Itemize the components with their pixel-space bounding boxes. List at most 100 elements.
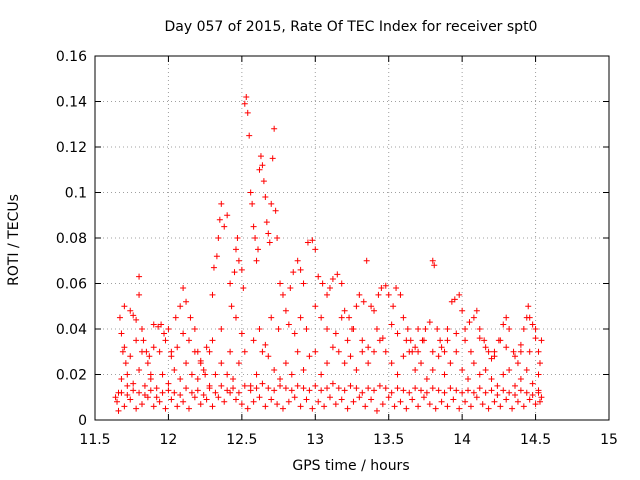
data-point [271, 125, 278, 132]
data-point [344, 405, 351, 412]
data-point [415, 403, 422, 410]
data-point [382, 282, 389, 289]
data-point [359, 348, 366, 355]
data-point [224, 371, 231, 378]
data-point [476, 385, 483, 392]
data-point [235, 389, 242, 396]
data-point [341, 387, 348, 394]
data-point [326, 285, 333, 292]
data-point [400, 353, 407, 360]
data-point [318, 314, 325, 321]
data-point [422, 326, 429, 332]
data-point [473, 307, 480, 314]
data-point [232, 246, 239, 253]
data-point [371, 307, 378, 314]
data-point [118, 376, 125, 383]
data-point [394, 330, 401, 337]
x-tick-label: 12.5 [226, 432, 257, 448]
data-point [300, 280, 307, 287]
data-point [165, 387, 172, 394]
data-point [338, 314, 345, 321]
data-point [144, 360, 151, 367]
data-point [244, 405, 251, 412]
data-point [291, 330, 298, 337]
data-point [180, 330, 187, 337]
data-point [506, 326, 513, 332]
data-point [168, 353, 175, 360]
data-point [536, 398, 543, 405]
data-point [451, 296, 458, 303]
data-point [136, 291, 143, 298]
data-point [268, 396, 275, 403]
data-point [341, 307, 348, 314]
y-tick-label: 0.12 [56, 140, 87, 156]
x-tick-label: 12 [160, 432, 178, 448]
data-point [517, 348, 524, 355]
x-axis-label: GPS time / hours [292, 458, 409, 474]
data-point [338, 396, 345, 403]
data-point [124, 382, 131, 389]
data-point [538, 394, 545, 401]
data-point [535, 389, 542, 396]
data-point [319, 280, 326, 287]
axis-ticks [94, 55, 610, 421]
data-point [162, 405, 169, 412]
data-point [297, 403, 304, 410]
data-point [329, 275, 336, 282]
data-point [162, 337, 169, 344]
data-point [329, 344, 336, 351]
y-tick-label: 0.06 [56, 277, 87, 293]
data-point [256, 166, 263, 173]
data-point [240, 285, 247, 292]
data-point [362, 403, 369, 410]
data-point [161, 330, 168, 337]
data-point [459, 366, 466, 373]
data-point [429, 257, 436, 264]
data-point [426, 319, 433, 326]
data-point [394, 371, 401, 378]
data-point [180, 285, 187, 292]
data-point [277, 376, 284, 383]
data-point [525, 303, 532, 310]
data-point [297, 314, 304, 321]
data-point [263, 219, 270, 226]
data-point [238, 401, 245, 408]
data-point [512, 391, 519, 398]
data-point [429, 366, 436, 373]
data-point [397, 398, 404, 405]
data-point [459, 389, 466, 396]
data-point [136, 389, 143, 396]
data-point [147, 376, 154, 383]
data-point [265, 385, 272, 392]
data-point [324, 291, 331, 298]
data-point [359, 337, 366, 344]
data-point [315, 398, 322, 405]
x-tick-labels: 11.5 12 12.5 13 13.5 14 14.5 15 [79, 432, 618, 448]
data-point [415, 348, 422, 355]
data-point [532, 326, 539, 332]
data-point [403, 405, 410, 412]
data-point [252, 235, 259, 241]
data-point [209, 291, 216, 298]
data-point [403, 337, 410, 344]
x-tick-label: 15 [600, 432, 618, 448]
data-point [520, 326, 527, 332]
data-point [324, 326, 331, 332]
data-point [227, 280, 234, 287]
data-point [183, 385, 190, 392]
data-point [465, 387, 472, 394]
data-point [324, 385, 331, 392]
data-point [255, 246, 262, 253]
data-point [191, 394, 198, 401]
data-point [456, 291, 463, 298]
data-point [409, 396, 416, 403]
data-point [194, 387, 201, 394]
data-point [309, 237, 316, 244]
data-point [412, 366, 419, 373]
data-point [206, 385, 213, 392]
data-point [326, 394, 333, 401]
data-point [206, 348, 213, 355]
data-point [241, 100, 248, 107]
data-point [140, 337, 147, 344]
data-point [265, 353, 272, 360]
